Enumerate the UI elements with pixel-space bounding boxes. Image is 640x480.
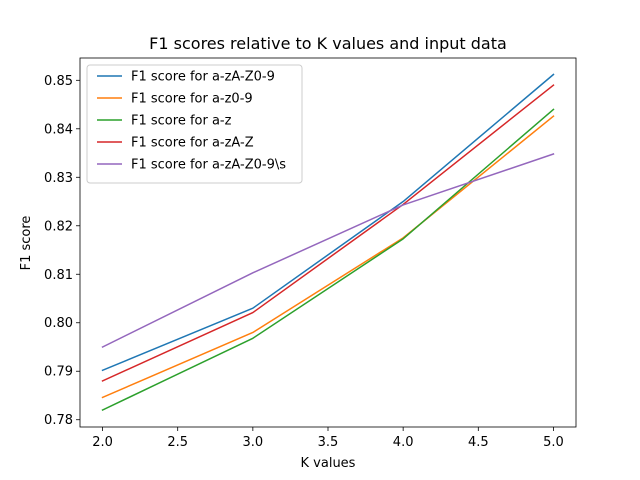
- x-axis-label: K values: [301, 456, 356, 471]
- y-tick-label: 0.79: [44, 365, 73, 380]
- legend-label-3: F1 score for a-z: [131, 114, 232, 129]
- series-line-2: [101, 115, 555, 399]
- y-tick-label: 0.82: [44, 219, 73, 234]
- y-tick-label: 0.85: [44, 74, 73, 89]
- plot-area: 2.0 2.5 3.0 3.5 4.0 4.5 5.0 0.78 0.79 0.80 0.81 0.8…: [44, 57, 577, 450]
- legend-label-2: F1 score for a-z0-9: [131, 92, 253, 107]
- series-line-1: [101, 73, 555, 372]
- legend-label-5: F1 score for a-zA-Z0-9\s: [131, 158, 286, 173]
- legend-box: [86, 64, 303, 184]
- x-tick-label: 3.5: [318, 435, 339, 450]
- x-tick-label: 3.0: [243, 435, 264, 450]
- legend-label-4: F1 score for a-zA-Z: [131, 136, 254, 151]
- y-tick-label: 0.84: [44, 122, 73, 137]
- legend: F1 score for a-zA-Z0-9 F1 score for a-z0-…: [86, 64, 303, 184]
- x-tick-label: 2.0: [92, 435, 113, 450]
- x-tick-label: 4.5: [468, 435, 489, 450]
- x-tick-label: 2.5: [167, 435, 188, 450]
- legend-label-1: F1 score for a-zA-Z0-9: [131, 70, 275, 85]
- y-tick-label: 0.83: [44, 171, 73, 186]
- x-tick-label: 4.0: [393, 435, 414, 450]
- y-tick-label: 0.80: [44, 316, 73, 331]
- series-line-5: [101, 153, 555, 348]
- series-line-3: [101, 108, 555, 412]
- chart-title: F1 scores relative to K values and input…: [149, 34, 507, 53]
- x-tick-label: 5.0: [543, 435, 564, 450]
- y-tick-label: 0.81: [44, 268, 73, 283]
- series-line-4: [101, 84, 555, 382]
- y-tick-label: 0.78: [44, 413, 73, 428]
- y-axis-label: F1 score: [19, 216, 34, 271]
